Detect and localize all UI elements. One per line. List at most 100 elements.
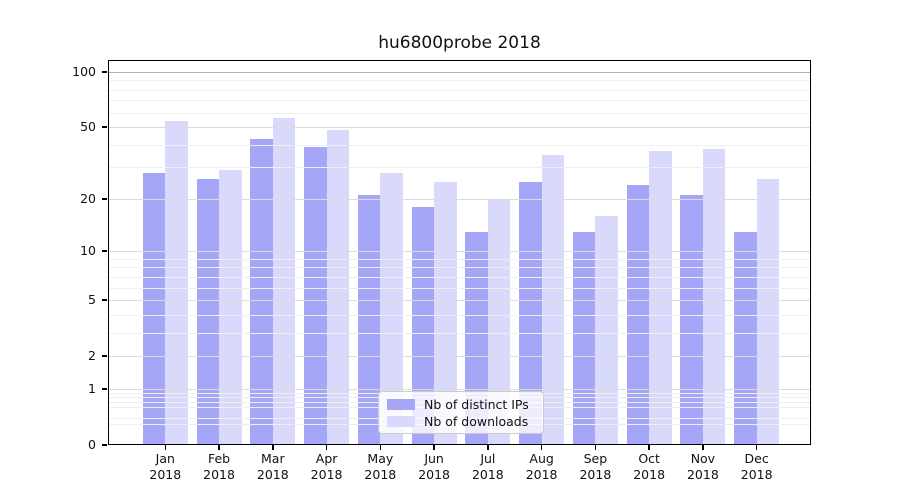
minor-gridline bbox=[108, 258, 811, 260]
x-tick-year: 2018 bbox=[579, 466, 612, 482]
y-tick-mark bbox=[102, 388, 107, 390]
x-tick-year: 2018 bbox=[471, 466, 504, 482]
minor-gridline bbox=[108, 332, 811, 334]
minor-gridline bbox=[108, 287, 811, 289]
legend-label-distinct-ips: Nb of distinct IPs bbox=[424, 397, 529, 412]
plot-area bbox=[108, 60, 811, 445]
minor-gridline bbox=[108, 144, 811, 146]
x-tick-year: 2018 bbox=[310, 466, 343, 482]
x-tick-label: Apr 2018 bbox=[295, 451, 359, 482]
x-tick-label: Feb 2018 bbox=[187, 451, 251, 482]
x-tick-mark bbox=[433, 445, 435, 450]
minor-gridline bbox=[108, 112, 811, 114]
x-tick-year: 2018 bbox=[633, 466, 666, 482]
major-gridline bbox=[108, 388, 811, 390]
major-gridline bbox=[108, 251, 811, 253]
major-gridline bbox=[108, 127, 811, 129]
x-tick-month: Aug bbox=[529, 451, 554, 466]
x-tick-year: 2018 bbox=[364, 466, 397, 482]
x-tick-month: Mar bbox=[261, 451, 285, 466]
x-tick-mark bbox=[487, 445, 489, 450]
minor-gridline bbox=[108, 267, 811, 269]
y-tick-label: 50 bbox=[80, 119, 96, 135]
x-tick-label: May 2018 bbox=[348, 451, 412, 482]
bar-distinct-ips-may bbox=[357, 195, 381, 445]
x-tick-year: 2018 bbox=[149, 466, 182, 482]
y-tick-mark bbox=[102, 355, 107, 357]
major-gridline bbox=[108, 300, 811, 302]
x-tick-month: Jun bbox=[424, 451, 444, 466]
x-tick-mark bbox=[325, 445, 328, 450]
x-tick-mark bbox=[755, 445, 758, 450]
x-tick-label: Jun 2018 bbox=[402, 451, 466, 482]
x-tick-year: 2018 bbox=[418, 466, 450, 482]
chart-title: hu6800probe 2018 bbox=[378, 33, 541, 53]
x-tick-label: Aug 2018 bbox=[510, 451, 574, 482]
y-tick-label: 100 bbox=[72, 63, 96, 79]
bar-distinct-ips-nov bbox=[680, 195, 703, 445]
x-tick-month: Apr bbox=[315, 451, 338, 466]
y-tick-label: 5 bbox=[88, 292, 96, 308]
bar-distinct-ips-apr bbox=[304, 146, 327, 445]
bar-distinct-ips-feb bbox=[196, 178, 220, 445]
legend: Nb of distinct IPs Nb of downloads bbox=[378, 391, 544, 434]
x-tick-month: Dec bbox=[744, 451, 769, 466]
y-tick-label: 0 bbox=[88, 437, 96, 452]
x-tick-mark bbox=[702, 445, 704, 450]
major-gridline bbox=[108, 198, 811, 200]
bar-distinct-ips-sep bbox=[572, 231, 596, 445]
major-gridline bbox=[108, 356, 811, 358]
x-tick-year: 2018 bbox=[686, 466, 719, 482]
minor-gridline bbox=[108, 100, 811, 102]
major-gridline bbox=[108, 71, 811, 73]
x-tick-mark bbox=[272, 445, 274, 450]
bar-downloads-jul bbox=[487, 198, 511, 445]
x-tick-label: Jan 2018 bbox=[133, 451, 197, 482]
y-tick-mark bbox=[102, 299, 107, 301]
x-tick-mark bbox=[218, 445, 220, 450]
legend-item-distinct-ips: Nb of distinct IPs bbox=[387, 396, 535, 413]
x-tick-month: Sep bbox=[583, 451, 608, 466]
y-tick-mark bbox=[102, 198, 107, 200]
x-tick-month: Oct bbox=[638, 451, 660, 466]
bar-distinct-ips-dec bbox=[734, 231, 757, 445]
bar-distinct-ips-jan bbox=[142, 172, 166, 445]
x-tick-month: Feb bbox=[207, 451, 231, 466]
x-tick-mark bbox=[540, 445, 543, 450]
minor-gridline bbox=[108, 314, 811, 316]
bar-distinct-ips-aug bbox=[519, 181, 542, 445]
legend-item-downloads: Nb of downloads bbox=[387, 413, 535, 430]
bar-downloads-oct bbox=[649, 150, 672, 445]
x-tick-month: Jul bbox=[480, 451, 496, 466]
x-tick-label: Sep 2018 bbox=[563, 451, 627, 482]
bar-downloads-may bbox=[380, 172, 403, 445]
x-tick-label: Mar 2018 bbox=[241, 451, 305, 482]
x-tick-mark bbox=[164, 445, 167, 450]
x-tick-label: Nov 2018 bbox=[671, 451, 735, 482]
minor-gridline bbox=[108, 89, 811, 91]
x-tick-month: Jan bbox=[155, 451, 175, 466]
bar-downloads-feb bbox=[219, 170, 242, 445]
minor-gridline bbox=[108, 276, 811, 278]
legend-swatch-downloads bbox=[387, 416, 415, 427]
y-tick-label: 20 bbox=[80, 190, 96, 206]
x-tick-label: Oct 2018 bbox=[617, 451, 681, 482]
x-tick-year: 2018 bbox=[740, 466, 773, 482]
bar-distinct-ips-jun bbox=[411, 206, 435, 445]
x-tick-year: 2018 bbox=[203, 466, 235, 482]
x-tick-label: Dec 2018 bbox=[725, 451, 789, 482]
bar-downloads-sep bbox=[595, 215, 618, 445]
x-tick-mark bbox=[379, 445, 382, 450]
bar-distinct-ips-mar bbox=[250, 139, 273, 445]
bar-downloads-jun bbox=[434, 181, 457, 445]
x-tick-month: Nov bbox=[690, 451, 716, 466]
minor-gridline bbox=[108, 80, 811, 82]
bar-downloads-nov bbox=[702, 148, 726, 445]
bar-downloads-jan bbox=[165, 121, 188, 445]
y-tick-label: 2 bbox=[88, 348, 96, 364]
y-tick-label: 10 bbox=[80, 243, 96, 259]
x-tick-year: 2018 bbox=[256, 466, 289, 482]
y-tick-mark bbox=[102, 250, 107, 252]
x-tick-label: Jul 2018 bbox=[456, 451, 520, 482]
bar-downloads-dec bbox=[756, 178, 780, 445]
